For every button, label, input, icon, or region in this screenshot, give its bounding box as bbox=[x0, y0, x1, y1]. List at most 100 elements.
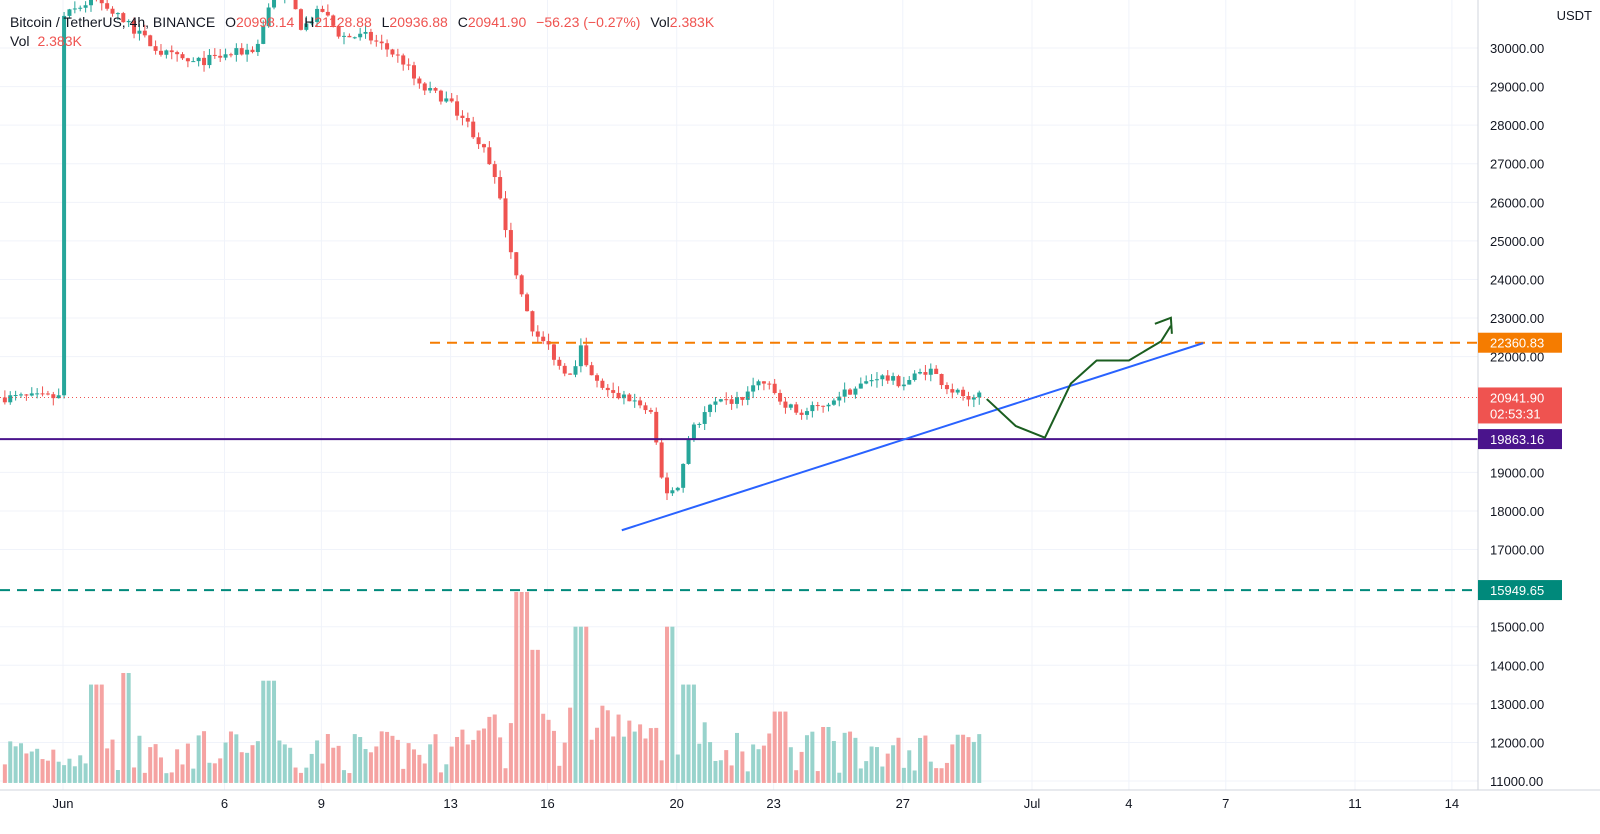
volume-bar bbox=[24, 753, 29, 783]
candle-body bbox=[616, 392, 621, 399]
volume-bar bbox=[729, 765, 734, 783]
candle-body bbox=[514, 252, 519, 276]
candle-body bbox=[874, 379, 879, 381]
volume-bar bbox=[691, 684, 696, 783]
resistance-price-tag[interactable] bbox=[1478, 332, 1562, 353]
support-price-tag[interactable] bbox=[1478, 429, 1562, 450]
candle-body bbox=[40, 393, 45, 395]
current-price-tag[interactable] bbox=[1478, 387, 1562, 424]
volume-bar bbox=[638, 724, 643, 783]
candle-body bbox=[815, 405, 820, 407]
candle-body bbox=[977, 392, 982, 398]
volume-bar bbox=[148, 747, 153, 783]
candle-body bbox=[691, 424, 696, 440]
volume-legend[interactable]: Vol 2.383K bbox=[10, 33, 82, 49]
x-tick-label: Jun bbox=[53, 796, 74, 811]
lower-price-tag[interactable] bbox=[1478, 580, 1562, 601]
volume-bar bbox=[158, 757, 163, 783]
candle-body bbox=[621, 394, 626, 399]
x-tick-label: 6 bbox=[221, 796, 228, 811]
lower-price-tag-text: 15949.65 bbox=[1490, 583, 1544, 598]
candle-body bbox=[153, 46, 158, 51]
volume-bar bbox=[950, 744, 955, 783]
volume-bar bbox=[202, 731, 207, 783]
candle-body bbox=[368, 31, 373, 41]
candle-body bbox=[228, 54, 233, 56]
volume-bar bbox=[164, 773, 169, 783]
volume-bar bbox=[977, 734, 982, 783]
volume-bar bbox=[438, 772, 443, 783]
volume-bar bbox=[309, 753, 314, 783]
x-tick-label: 7 bbox=[1222, 796, 1229, 811]
volume-bar bbox=[180, 764, 185, 783]
volume-bar bbox=[487, 716, 492, 783]
candle-body bbox=[928, 368, 933, 375]
volume-bar bbox=[191, 768, 196, 783]
volume-bar bbox=[352, 734, 357, 783]
candle-body bbox=[185, 58, 190, 62]
candle-body bbox=[471, 121, 476, 138]
volume-bar bbox=[761, 745, 766, 783]
volume-bar bbox=[293, 767, 298, 783]
candle-body bbox=[304, 23, 309, 30]
candle-body bbox=[772, 383, 777, 394]
volume-bar bbox=[465, 744, 470, 783]
volume-bar bbox=[740, 751, 745, 783]
volume-bar bbox=[368, 752, 373, 783]
trend-line[interactable] bbox=[621, 342, 1204, 532]
volume-bar bbox=[966, 737, 971, 783]
candle-body bbox=[837, 396, 842, 401]
candle-body bbox=[761, 381, 766, 384]
volume-bar bbox=[600, 705, 605, 783]
volume-bar bbox=[508, 723, 513, 783]
candle-body bbox=[180, 54, 185, 59]
candle-body bbox=[708, 404, 713, 413]
volume-bar bbox=[794, 770, 799, 783]
volume-bar bbox=[212, 763, 217, 783]
volume-bar bbox=[627, 720, 632, 783]
candle-body bbox=[503, 198, 508, 231]
symbol-label[interactable]: Bitcoin / TetherUS, 4h, BINANCE bbox=[10, 14, 216, 30]
volume-bar bbox=[83, 763, 88, 783]
candle-body bbox=[740, 397, 745, 400]
volume-bar bbox=[40, 759, 45, 783]
candle-body bbox=[498, 177, 503, 199]
x-tick-label: 13 bbox=[443, 796, 457, 811]
volume-indicator-label: Vol bbox=[10, 33, 30, 49]
volume-bar bbox=[35, 748, 40, 783]
candle-body bbox=[670, 490, 675, 494]
volume-bar bbox=[115, 770, 120, 783]
candle-body bbox=[718, 399, 723, 402]
volume-bar bbox=[788, 747, 793, 783]
volume-bar bbox=[826, 727, 831, 783]
volume-bar bbox=[578, 626, 583, 783]
volume-bar bbox=[331, 747, 336, 783]
candle-body bbox=[175, 52, 180, 55]
volume-bar bbox=[842, 732, 847, 783]
candle-body bbox=[315, 8, 320, 22]
candle-body bbox=[352, 37, 357, 39]
y-tick-label: 29000.00 bbox=[1490, 80, 1544, 95]
y-tick-label: 12000.00 bbox=[1490, 735, 1544, 750]
projection-arrow[interactable] bbox=[986, 325, 1172, 439]
volume-bar bbox=[250, 745, 255, 783]
resistance-price-tag-text: 22360.83 bbox=[1490, 336, 1544, 351]
candle-body bbox=[298, 9, 303, 30]
volume-bar bbox=[944, 762, 949, 783]
candle-body bbox=[35, 393, 40, 395]
candle-body bbox=[455, 101, 460, 116]
candle-body bbox=[918, 372, 923, 374]
volume-bar bbox=[29, 751, 34, 783]
volume-bar bbox=[589, 739, 594, 783]
volume-bar bbox=[912, 770, 917, 783]
candle-body bbox=[638, 400, 643, 406]
candle-body bbox=[525, 294, 530, 312]
candle-body bbox=[374, 40, 379, 42]
volume-bar bbox=[78, 755, 83, 783]
candle-body bbox=[589, 365, 594, 376]
volume-bar bbox=[745, 771, 750, 783]
volume-bar bbox=[132, 767, 137, 783]
candle-body bbox=[767, 383, 772, 385]
close-value: 20941.90 bbox=[467, 14, 527, 30]
